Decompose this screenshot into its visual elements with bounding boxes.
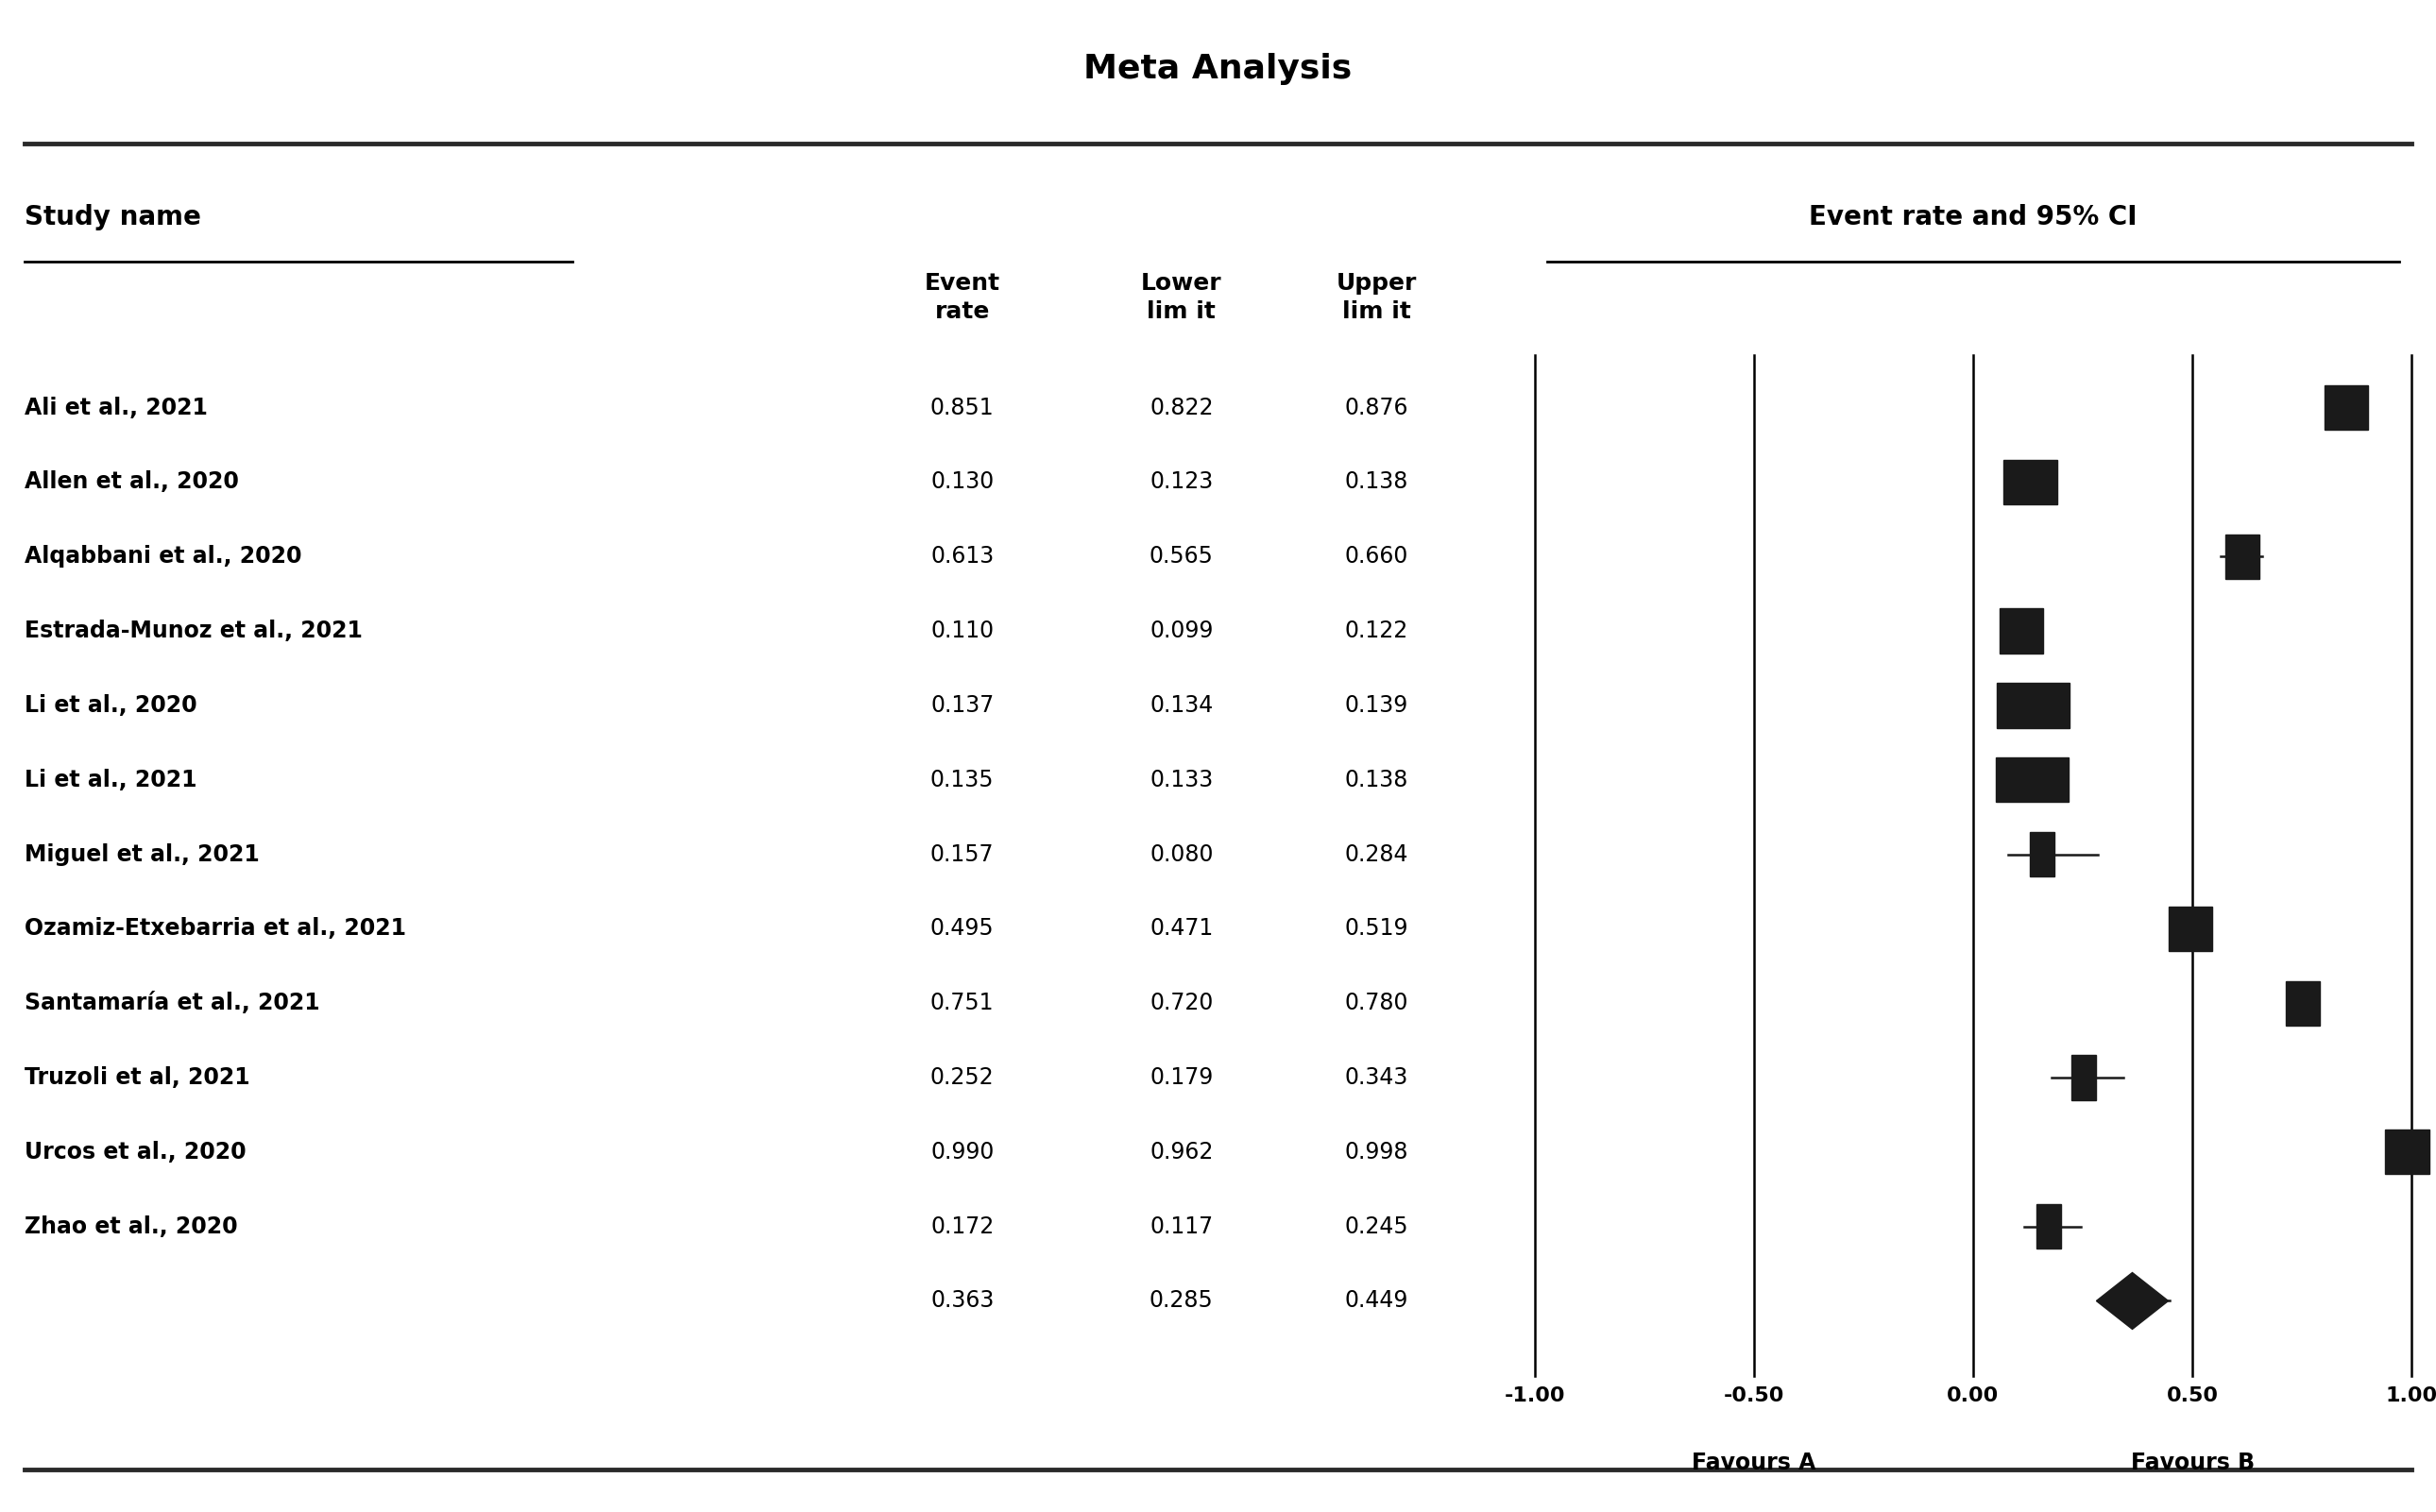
Bar [2002,460,2056,505]
Text: Estrada-Munoz et al., 2021: Estrada-Munoz et al., 2021 [24,620,363,643]
Text: 0.117: 0.117 [1150,1216,1213,1238]
Text: 0.519: 0.519 [1345,918,1408,940]
Text: 0.139: 0.139 [1345,694,1408,717]
Bar [2385,1129,2429,1175]
Text: 0.130: 0.130 [931,470,994,493]
Text: Favours A: Favours A [1693,1452,1815,1474]
Text: Alqabbani et al., 2020: Alqabbani et al., 2020 [24,546,302,569]
Text: Urcos et al., 2020: Urcos et al., 2020 [24,1140,246,1163]
Text: Event
rate: Event rate [923,272,1001,324]
Text: Zhao et al., 2020: Zhao et al., 2020 [24,1216,236,1238]
Text: 0.751: 0.751 [931,992,994,1015]
Text: 0.343: 0.343 [1345,1066,1408,1089]
Text: Li et al., 2021: Li et al., 2021 [24,768,197,791]
Text: 0.133: 0.133 [1150,768,1213,791]
Text: 0.137: 0.137 [931,694,994,717]
Text: 0.471: 0.471 [1150,918,1213,940]
Bar [2071,1055,2095,1099]
Text: 0.284: 0.284 [1345,844,1408,865]
Text: 0.613: 0.613 [931,546,994,569]
Text: 0.245: 0.245 [1345,1216,1408,1238]
Polygon shape [2097,1273,2168,1329]
Text: 0.50: 0.50 [2166,1387,2219,1405]
Text: 0.495: 0.495 [931,918,994,940]
Text: 0.822: 0.822 [1150,396,1213,419]
Bar [1995,758,2068,803]
Text: Ozamiz-Etxebarria et al., 2021: Ozamiz-Etxebarria et al., 2021 [24,918,407,940]
Text: Event rate and 95% CI: Event rate and 95% CI [1810,204,2136,230]
Text: Favours B: Favours B [2132,1452,2253,1474]
Text: 1.00: 1.00 [2385,1387,2436,1405]
Text: Study name: Study name [24,204,200,230]
Bar [2036,1204,2061,1249]
Text: 0.179: 0.179 [1150,1066,1213,1089]
Text: 0.134: 0.134 [1150,694,1213,717]
Text: Meta Analysis: Meta Analysis [1084,53,1352,85]
Text: 0.122: 0.122 [1345,620,1408,643]
Text: Upper
lim it: Upper lim it [1335,272,1418,324]
Text: 0.252: 0.252 [931,1066,994,1089]
Bar [1998,683,2071,727]
Text: 0.363: 0.363 [931,1290,994,1312]
Text: Ali et al., 2021: Ali et al., 2021 [24,396,207,419]
Text: Lower
lim it: Lower lim it [1140,272,1223,324]
Bar [2285,981,2319,1025]
Text: 0.998: 0.998 [1345,1140,1408,1163]
Text: 0.876: 0.876 [1345,396,1408,419]
Text: 0.780: 0.780 [1345,992,1408,1015]
Text: 0.110: 0.110 [931,620,994,643]
Text: 0.449: 0.449 [1345,1290,1408,1312]
Text: 0.285: 0.285 [1150,1290,1213,1312]
Text: Santamaría et al., 2021: Santamaría et al., 2021 [24,992,319,1015]
Text: 0.660: 0.660 [1345,546,1408,569]
Text: 0.00: 0.00 [1946,1387,2000,1405]
Text: 0.962: 0.962 [1150,1140,1213,1163]
Text: 0.990: 0.990 [931,1140,994,1163]
Text: 0.172: 0.172 [931,1216,994,1238]
Text: 0.123: 0.123 [1150,470,1213,493]
Text: 0.565: 0.565 [1150,546,1213,569]
Text: 0.157: 0.157 [931,844,994,865]
Text: Allen et al., 2020: Allen et al., 2020 [24,470,239,493]
Text: 0.135: 0.135 [931,768,994,791]
Bar [2224,534,2258,579]
Bar [2000,609,2044,653]
Text: 0.720: 0.720 [1150,992,1213,1015]
Text: 0.138: 0.138 [1345,470,1408,493]
Text: Truzoli et al, 2021: Truzoli et al, 2021 [24,1066,251,1089]
Text: 0.851: 0.851 [931,396,994,419]
Text: -0.50: -0.50 [1725,1387,1783,1405]
Bar [2029,832,2054,877]
Text: Li et al., 2020: Li et al., 2020 [24,694,197,717]
Text: 0.138: 0.138 [1345,768,1408,791]
Text: -1.00: -1.00 [1503,1387,1566,1405]
Text: 0.080: 0.080 [1150,844,1213,865]
Bar [2324,386,2368,429]
Text: 0.099: 0.099 [1150,620,1213,643]
Text: Miguel et al., 2021: Miguel et al., 2021 [24,844,258,865]
Bar [2168,906,2212,951]
